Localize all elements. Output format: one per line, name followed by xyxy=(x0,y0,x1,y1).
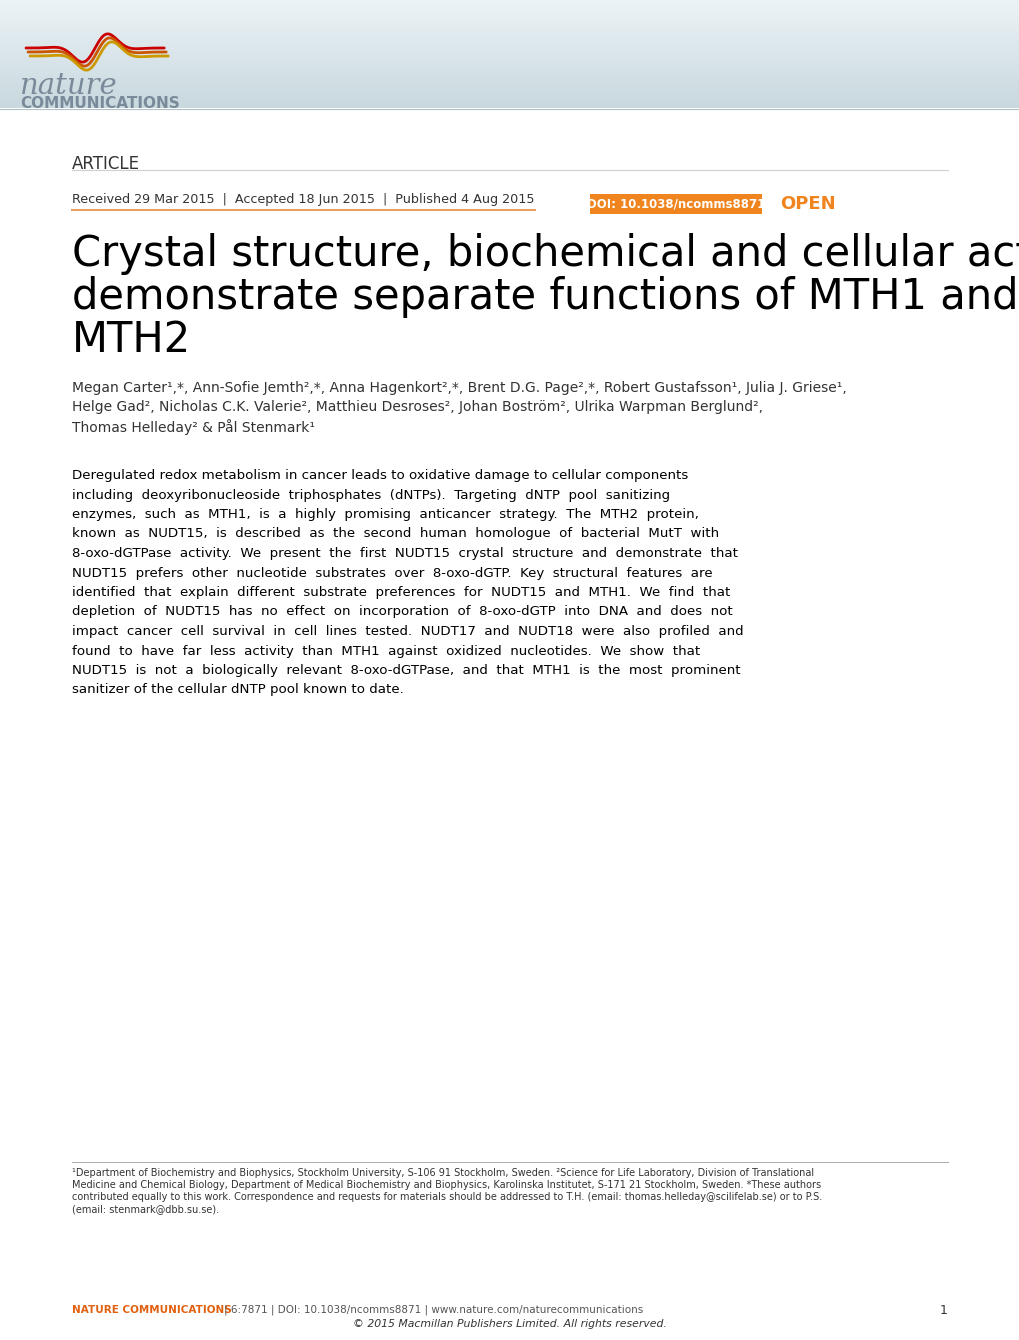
Bar xyxy=(0,62,1019,64)
Text: contributed equally to this work. Correspondence and requests for materials shou: contributed equally to this work. Corres… xyxy=(72,1193,821,1202)
Text: NUDT15  is  not  a  biologically  relevant  8-oxo-dGTPase,  and  that  MTH1  is : NUDT15 is not a biologically relevant 8-… xyxy=(72,665,740,677)
Text: depletion  of  NUDT15  has  no  effect  on  incorporation  of  8-oxo-dGTP  into : depletion of NUDT15 has no effect on inc… xyxy=(72,606,732,619)
Text: 1: 1 xyxy=(940,1304,947,1316)
Text: 8-oxo-dGTPase  activity.  We  present  the  first  NUDT15  crystal  structure  a: 8-oxo-dGTPase activity. We present the f… xyxy=(72,547,738,560)
Bar xyxy=(0,100,1019,103)
Bar xyxy=(0,98,1019,102)
Bar xyxy=(0,72,1019,75)
Text: MTH2: MTH2 xyxy=(72,319,191,360)
Bar xyxy=(0,103,1019,106)
Bar xyxy=(0,29,1019,32)
Text: demonstrate separate functions of MTH1 and: demonstrate separate functions of MTH1 a… xyxy=(72,276,1018,318)
Text: known  as  NUDT15,  is  described  as  the  second  human  homologue  of  bacter: known as NUDT15, is described as the sec… xyxy=(72,528,718,540)
Bar xyxy=(0,82,1019,84)
Bar xyxy=(0,9,1019,13)
Text: enzymes,  such  as  MTH1,  is  a  highly  promising  anticancer  strategy.  The : enzymes, such as MTH1, is a highly promi… xyxy=(72,508,698,521)
Bar xyxy=(0,40,1019,43)
Text: Deregulated redox metabolism in cancer leads to oxidative damage to cellular com: Deregulated redox metabolism in cancer l… xyxy=(72,469,688,482)
Text: identified  that  explain  different  substrate  preferences  for  NUDT15  and  : identified that explain different substr… xyxy=(72,586,730,599)
Bar xyxy=(0,47,1019,50)
Text: | 6:7871 | DOI: 10.1038/ncomms8871 | www.nature.com/naturecommunications: | 6:7871 | DOI: 10.1038/ncomms8871 | www… xyxy=(224,1305,643,1316)
Bar xyxy=(0,58,1019,60)
Bar xyxy=(0,87,1019,91)
Text: sanitizer of the cellular dNTP pool known to date.: sanitizer of the cellular dNTP pool know… xyxy=(72,683,404,697)
Bar xyxy=(0,3,1019,7)
Text: Megan Carter¹,*, Ann-Sofie Jemth²,*, Anna Hagenkort²,*, Brent D.G. Page²,*, Robe: Megan Carter¹,*, Ann-Sofie Jemth²,*, Ann… xyxy=(72,381,846,395)
Bar xyxy=(0,25,1019,28)
Bar xyxy=(0,5,1019,8)
Bar xyxy=(0,105,1019,109)
Bar xyxy=(0,0,1019,3)
Text: Medicine and Chemical Biology, Department of Medical Biochemistry and Biophysics: Medicine and Chemical Biology, Departmen… xyxy=(72,1181,820,1190)
Text: NATURE COMMUNICATIONS: NATURE COMMUNICATIONS xyxy=(72,1305,231,1315)
Text: found  to  have  far  less  activity  than  MTH1  against  oxidized  nucleotides: found to have far less activity than MTH… xyxy=(72,645,700,658)
Text: Crystal structure, biochemical and cellular activities: Crystal structure, biochemical and cellu… xyxy=(72,233,1019,275)
Text: OPEN: OPEN xyxy=(780,196,835,213)
Text: nature: nature xyxy=(20,72,117,100)
Bar xyxy=(0,34,1019,36)
Text: COMMUNICATIONS: COMMUNICATIONS xyxy=(20,96,179,111)
Bar xyxy=(0,64,1019,67)
Bar xyxy=(0,75,1019,78)
Bar xyxy=(0,16,1019,20)
Bar xyxy=(0,86,1019,88)
Bar xyxy=(0,96,1019,99)
Bar xyxy=(0,27,1019,31)
Bar xyxy=(0,70,1019,74)
Bar xyxy=(0,23,1019,25)
Text: Helge Gad², Nicholas C.K. Valerie², Matthieu Desroses², Johan Boström², Ulrika W: Helge Gad², Nicholas C.K. Valerie², Matt… xyxy=(72,401,762,414)
Bar xyxy=(0,51,1019,54)
Bar xyxy=(0,20,1019,24)
Bar xyxy=(0,83,1019,86)
Bar xyxy=(0,44,1019,47)
Bar xyxy=(0,54,1019,56)
Bar xyxy=(0,1,1019,4)
Text: ¹Department of Biochemistry and Biophysics, Stockholm University, S-106 91 Stock: ¹Department of Biochemistry and Biophysi… xyxy=(72,1168,813,1178)
Text: ARTICLE: ARTICLE xyxy=(72,155,140,173)
Text: Thomas Helleday² & Pål Stenmark¹: Thomas Helleday² & Pål Stenmark¹ xyxy=(72,419,315,436)
Bar xyxy=(0,59,1019,63)
Bar xyxy=(0,19,1019,21)
Text: including  deoxyribonucleoside  triphosphates  (dNTPs).  Targeting  dNTP  pool  : including deoxyribonucleoside triphospha… xyxy=(72,489,669,501)
Bar xyxy=(0,48,1019,52)
Bar xyxy=(0,66,1019,70)
Bar xyxy=(0,92,1019,95)
Bar xyxy=(0,15,1019,17)
Bar xyxy=(0,42,1019,46)
Bar xyxy=(0,94,1019,98)
Text: Received 29 Mar 2015  |  Accepted 18 Jun 2015  |  Published 4 Aug 2015: Received 29 Mar 2015 | Accepted 18 Jun 2… xyxy=(72,193,534,206)
Bar xyxy=(0,68,1019,71)
Text: impact  cancer  cell  survival  in  cell  lines  tested.  NUDT17  and  NUDT18  w: impact cancer cell survival in cell line… xyxy=(72,624,743,638)
Bar xyxy=(0,79,1019,82)
Bar xyxy=(0,36,1019,39)
Bar xyxy=(0,38,1019,42)
Text: DOI: 10.1038/ncomms8871: DOI: 10.1038/ncomms8871 xyxy=(586,197,764,210)
Bar xyxy=(589,194,761,214)
Bar xyxy=(0,90,1019,92)
Bar xyxy=(0,12,1019,15)
Bar xyxy=(0,8,1019,11)
Bar xyxy=(0,31,1019,35)
Bar xyxy=(0,55,1019,59)
Bar xyxy=(0,76,1019,80)
Text: (email: stenmark@dbb.su.se).: (email: stenmark@dbb.su.se). xyxy=(72,1205,219,1214)
Text: © 2015 Macmillan Publishers Limited. All rights reserved.: © 2015 Macmillan Publishers Limited. All… xyxy=(353,1319,666,1329)
Text: NUDT15  prefers  other  nucleotide  substrates  over  8-oxo-dGTP.  Key  structur: NUDT15 prefers other nucleotide substrat… xyxy=(72,567,712,579)
